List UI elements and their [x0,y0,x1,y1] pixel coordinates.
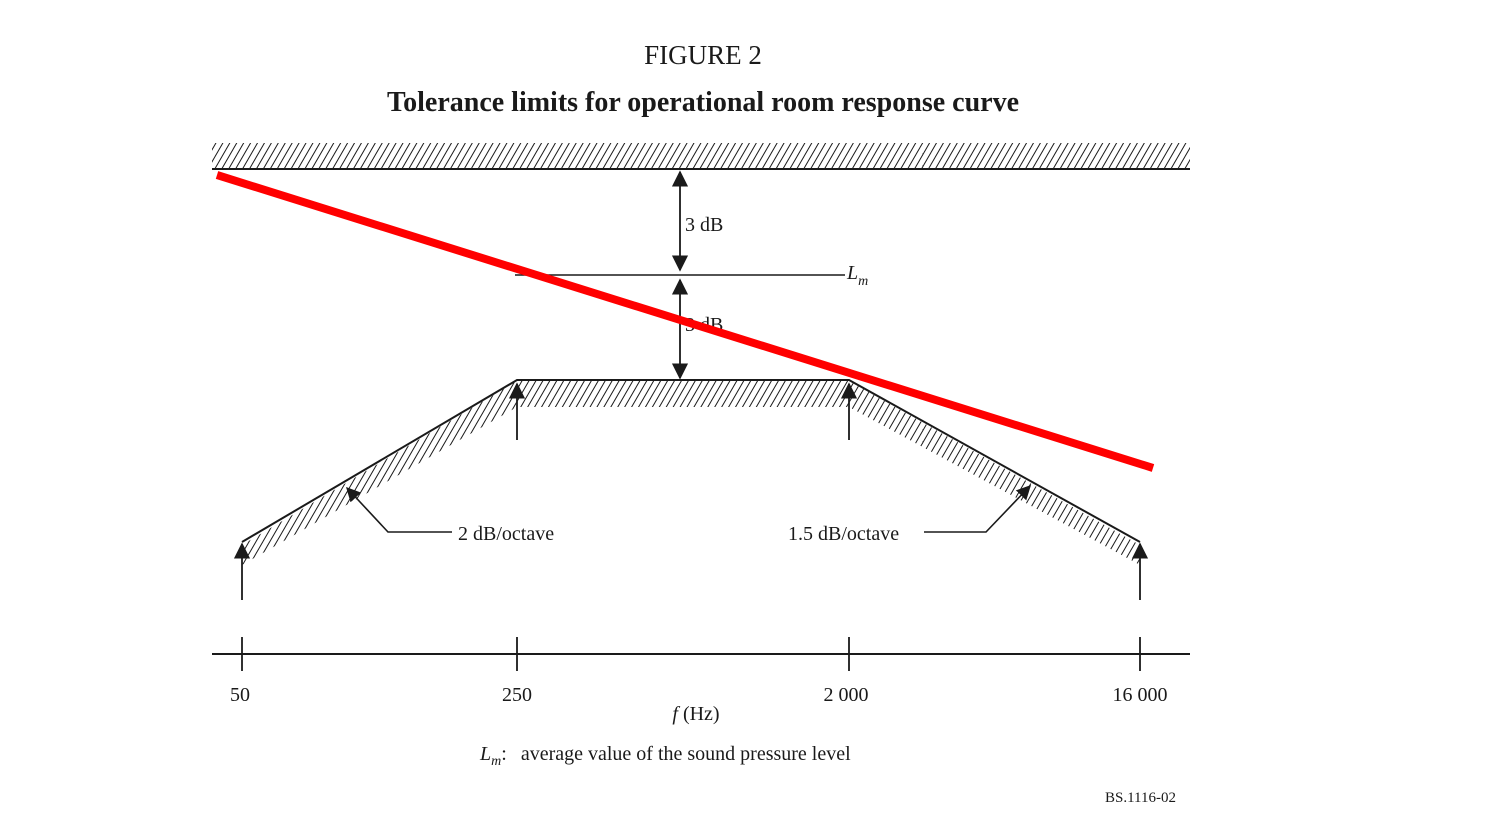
lower-limit-band [242,381,1140,565]
slope-low-leader [346,486,452,533]
axis-title: f (Hz) [672,703,719,725]
slope-high-label: 1.5 dB/octave [788,523,899,545]
slope-high-leader [924,484,1031,533]
axis-tick-label-2000: 2 000 [824,684,869,706]
upper-tolerance-label: 3 dB [685,214,723,236]
axis-tick-label-16000: 16 000 [1113,684,1168,706]
reference-line-label: Lm [846,262,868,289]
figure-code: BS.1116-02 [1105,790,1176,806]
figure-title: Tolerance limits for operational room re… [387,87,1019,118]
legend: Lm: average value of the sound pressure l… [479,743,851,769]
axis-tick-label-250: 250 [502,684,532,706]
slope-low-label: 2 dB/octave [458,523,554,545]
figure-label: FIGURE 2 [644,40,762,70]
lower-limit-line [241,379,1141,543]
axis-tick-label-50: 50 [230,684,250,706]
upper-limit-band [212,143,1190,168]
red-overlay-line [215,171,1155,472]
